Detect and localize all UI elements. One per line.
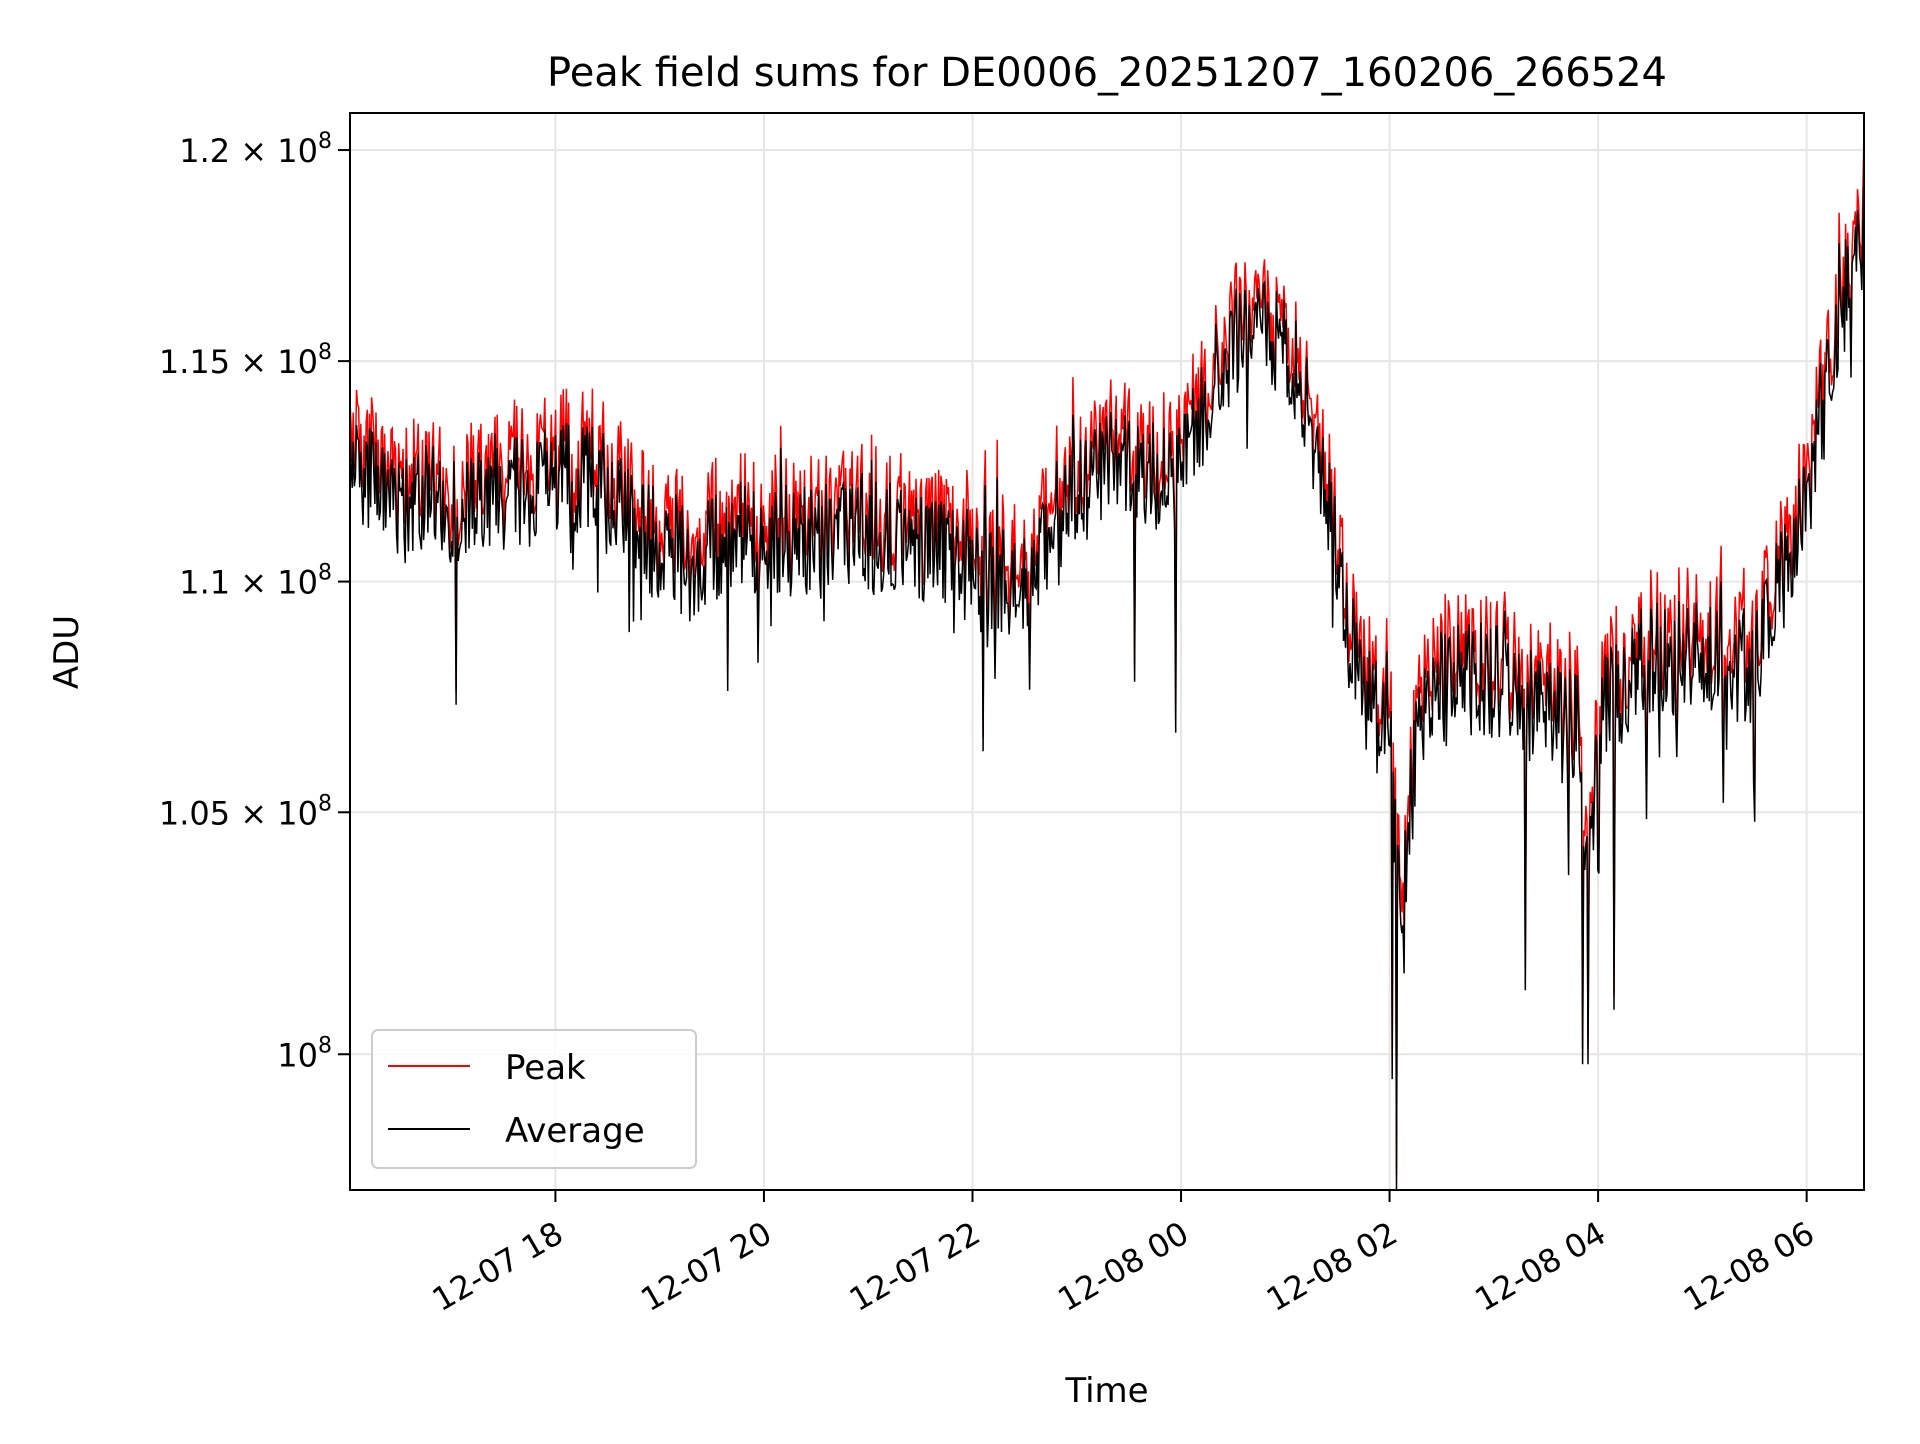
plot-frame [349,112,1865,1191]
legend-peak-label: Peak [505,1048,586,1088]
y-tick-label: 1.15 × 108 [159,340,332,381]
chart-title: Peak field sums for DE0006_20251207_1602… [547,50,1667,96]
y-tick-exponent: 8 [318,129,332,154]
y-tick-label: 1.1 × 108 [179,561,332,602]
y-tick-mantissa: 1.1 × 10 [179,564,318,602]
legend-average-label: Average [505,1111,645,1151]
y-tick-label: 1.05 × 108 [159,791,332,832]
y-tick-exponent: 8 [318,791,332,816]
y-axis-label: ADU [47,615,87,689]
y-tick-exponent: 8 [318,1033,332,1058]
series-lines [349,132,1865,1191]
y-tick-label: 108 [277,1033,332,1074]
y-tick-label: 1.2 × 108 [179,129,332,170]
y-tick-mantissa: 1.2 × 10 [179,132,318,170]
y-tick-mantissa: 10 [277,1036,318,1074]
y-tick-mantissa: 1.15 × 10 [159,343,318,381]
y-tick-mantissa: 1.05 × 10 [159,794,318,832]
average-series-line [349,165,1865,1191]
legend-box [371,1029,697,1169]
legend: Peak Average [371,1029,697,1169]
y-tick-exponent: 8 [318,561,332,586]
y-tick-exponent: 8 [318,340,332,365]
x-axis-label: Time [1064,1371,1148,1411]
